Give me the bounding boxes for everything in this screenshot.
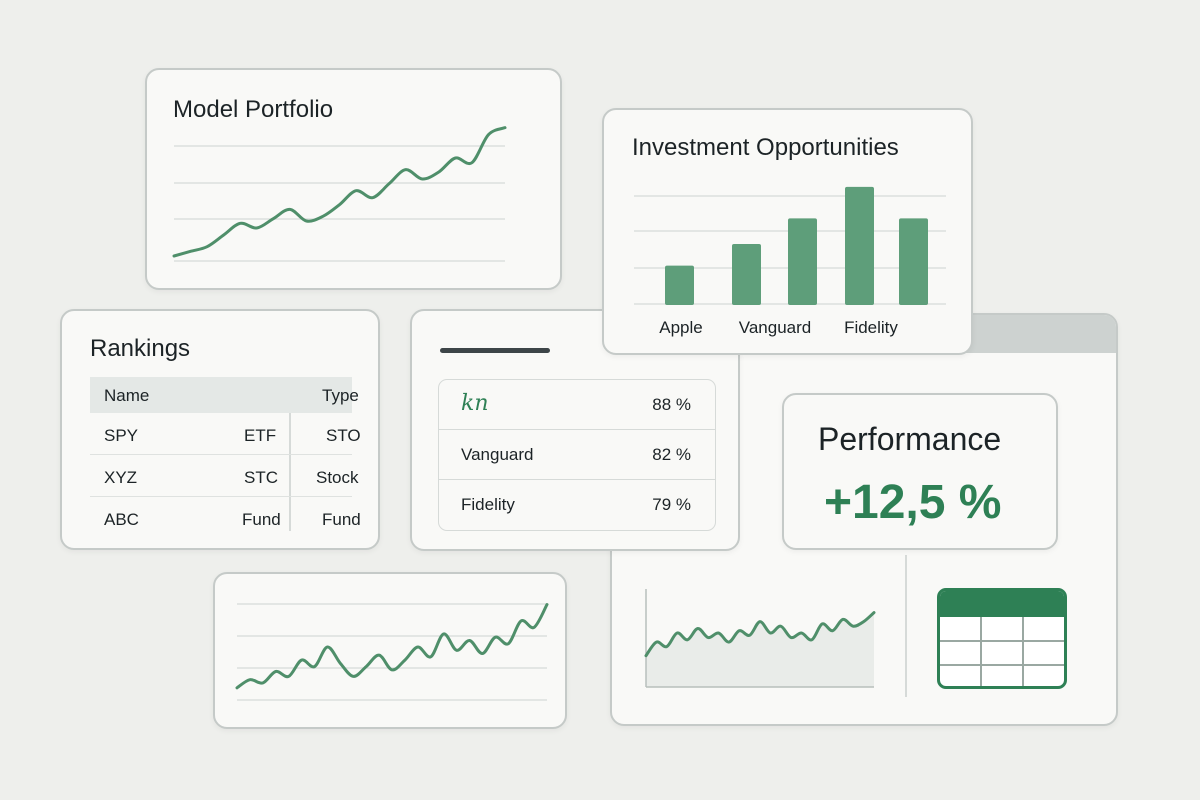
model-portfolio-title: Model Portfolio xyxy=(173,96,334,123)
area-fill xyxy=(646,612,874,687)
header-type[interactable]: Type xyxy=(322,386,359,405)
table-row[interactable]: SPY ETF STO xyxy=(90,413,361,455)
row-type: Fund xyxy=(322,510,361,529)
rankings-card[interactable]: Rankings Name Type SPY ETF STO XYZ STC S… xyxy=(60,309,380,550)
series-line xyxy=(172,126,507,258)
table-row[interactable]: ABC Fund Fund xyxy=(90,497,361,538)
drag-handle[interactable] xyxy=(440,348,550,353)
investment-bar-chart: Apple Vanguard Fidelity xyxy=(634,186,946,337)
model-portfolio-card[interactable]: Model Portfolio xyxy=(145,68,562,290)
list-item-percent: 82 % xyxy=(652,445,691,464)
row-name: SPY xyxy=(104,426,139,445)
row-name: XYZ xyxy=(104,468,138,487)
list-item[interactable]: Vanguard 82 % xyxy=(439,430,715,480)
row-name: ABC xyxy=(104,510,139,529)
bar xyxy=(732,243,761,305)
performance-value: +12,5 % xyxy=(824,476,1002,529)
bar xyxy=(665,265,694,305)
trend-chart-card[interactable] xyxy=(213,572,567,729)
rankings-title: Rankings xyxy=(90,335,191,362)
series-line xyxy=(235,603,549,690)
list-item-name: Vanguard xyxy=(461,445,534,464)
rankings-table: Name Type SPY ETF STO XYZ STC Stock ABC … xyxy=(90,377,361,538)
spreadsheet-grid xyxy=(940,617,1064,686)
list-item-percent: 88 % xyxy=(652,395,691,414)
table-row[interactable]: XYZ STC Stock xyxy=(90,455,359,497)
list-item-name: Fidelity xyxy=(461,495,515,514)
bar xyxy=(845,186,874,305)
header-name[interactable]: Name xyxy=(104,386,150,405)
list-item[interactable]: Fidelity 79 % xyxy=(439,480,715,529)
bar-label: Apple xyxy=(659,318,702,337)
trend-line-chart xyxy=(235,603,549,701)
row-type: Stock xyxy=(316,468,359,487)
row-mid: Fund xyxy=(242,510,281,529)
row-mid: STC xyxy=(244,468,278,487)
performance-title: Performance xyxy=(818,421,1002,457)
bar xyxy=(899,218,928,305)
investment-opportunities-card[interactable]: Investment Opportunities Apple Vanguard Fi… xyxy=(602,108,973,355)
list-item[interactable]: kn 88 % xyxy=(439,380,715,430)
performance-card[interactable]: Performance +12,5 % xyxy=(782,393,1058,550)
spreadsheet-icon[interactable] xyxy=(937,588,1067,689)
window-divider xyxy=(905,555,907,697)
model-portfolio-chart xyxy=(172,126,507,262)
row-type: STO xyxy=(326,426,361,445)
bar xyxy=(788,218,817,305)
bar-label: Fidelity xyxy=(844,318,898,337)
bar-label: Vanguard xyxy=(739,318,811,337)
spreadsheet-header xyxy=(940,591,1064,617)
handwritten-logo: kn xyxy=(461,391,489,416)
window-area-chart xyxy=(644,589,876,688)
list-item-percent: 79 % xyxy=(652,495,691,514)
scores-list: kn 88 % Vanguard 82 % Fidelity 79 % xyxy=(438,379,716,531)
series-line xyxy=(644,611,876,658)
row-mid: ETF xyxy=(244,426,277,445)
rankings-header-row: Name Type xyxy=(90,377,359,413)
investment-opportunities-title: Investment Opportunities xyxy=(632,134,899,161)
